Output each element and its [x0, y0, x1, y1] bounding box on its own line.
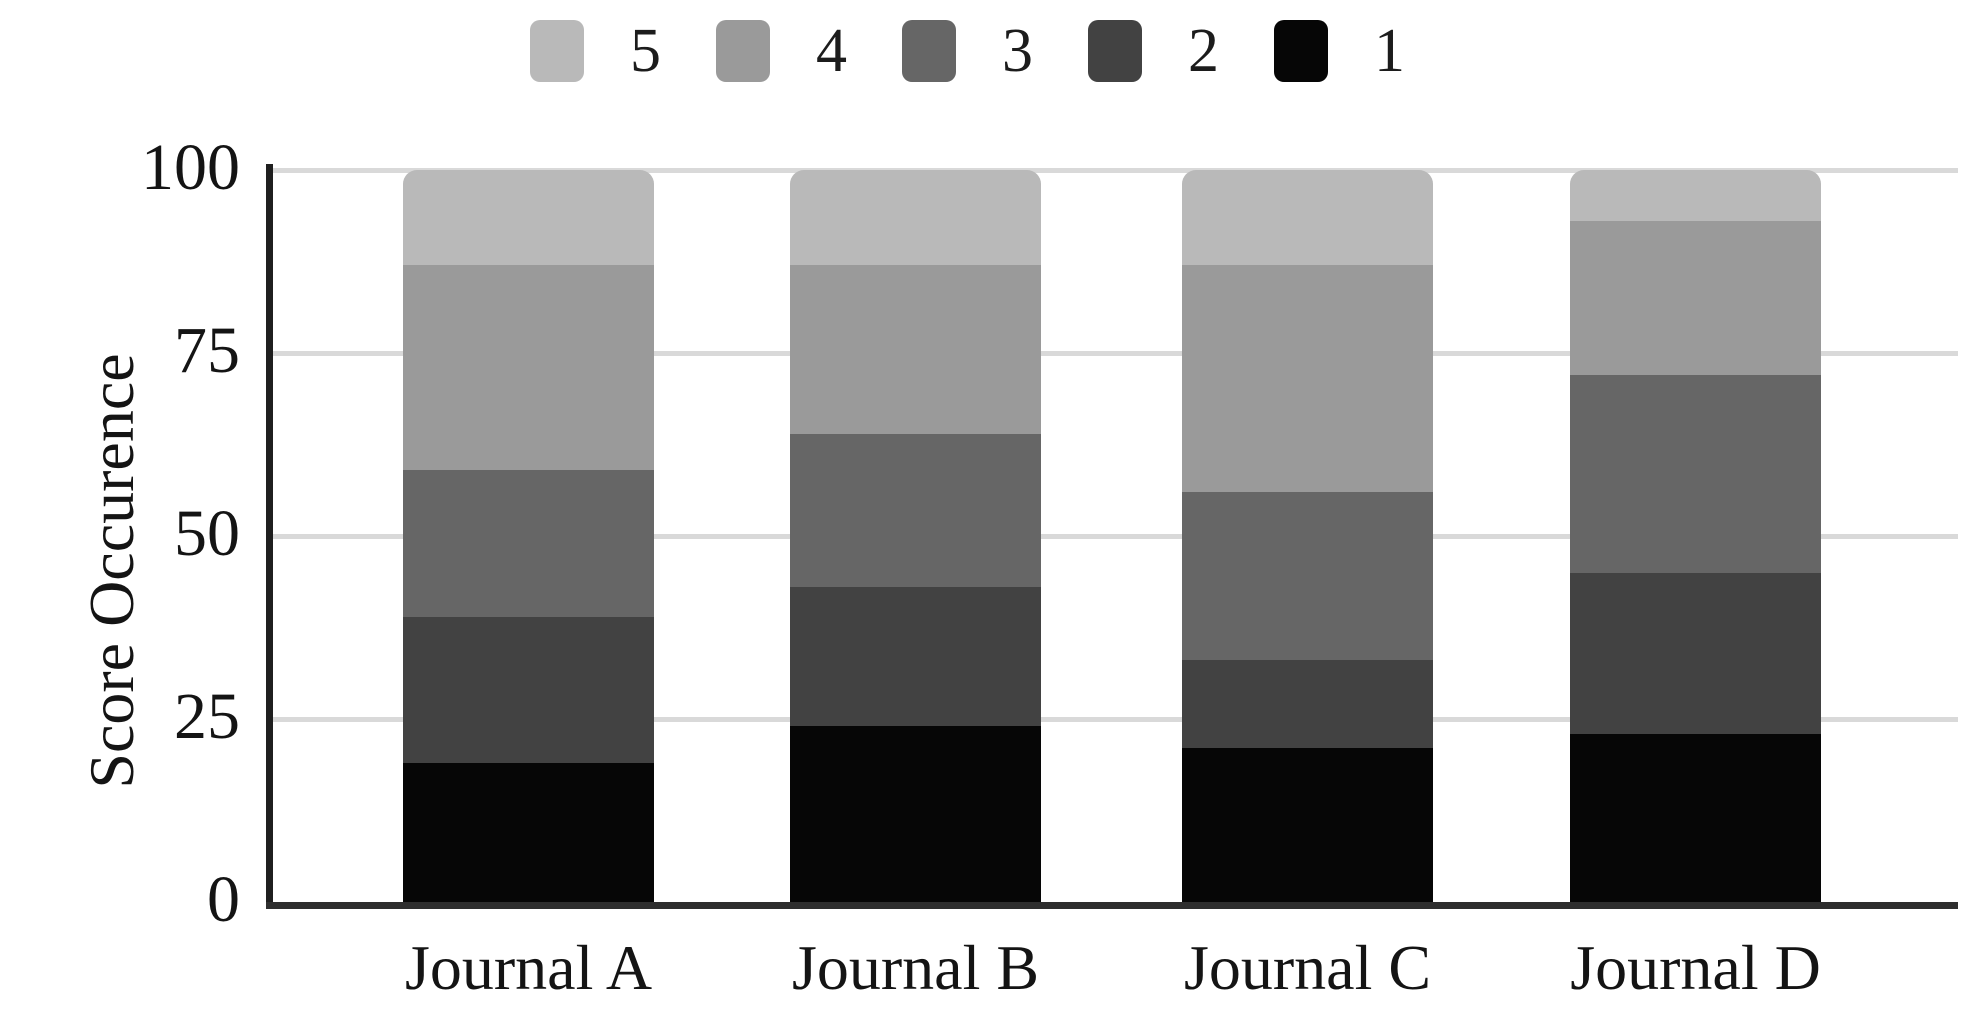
segment-score-5-journal-b: [790, 170, 1041, 266]
gridline-50: [272, 534, 1958, 539]
segment-score-3-journal-b: [790, 433, 1041, 588]
legend-swatch-3: [902, 20, 956, 82]
bar-journal-d: [1570, 170, 1821, 902]
segment-score-3-journal-d: [1570, 374, 1821, 573]
bar-journal-a: [403, 170, 654, 902]
legend-swatch-2: [1088, 20, 1142, 82]
legend-item-1: 1: [1274, 20, 1460, 82]
segment-score-1-journal-d: [1570, 733, 1821, 902]
segment-score-2-journal-d: [1570, 572, 1821, 734]
segment-score-4-journal-a: [403, 265, 654, 471]
segment-score-4-journal-c: [1182, 265, 1433, 493]
y-tick-label-25: 25: [174, 680, 240, 753]
y-tick-label-75: 75: [174, 314, 240, 387]
segment-score-4-journal-d: [1570, 221, 1821, 375]
segment-score-1-journal-c: [1182, 748, 1433, 902]
chart-legend: 5 4 3 2 1: [530, 20, 1460, 82]
legend-item-2: 2: [1088, 20, 1274, 82]
x-label-journal-a: Journal A: [404, 932, 653, 1003]
legend-label-1: 1: [1374, 17, 1405, 85]
segment-score-2-journal-a: [403, 616, 654, 763]
segment-score-2-journal-b: [790, 587, 1041, 727]
y-axis-title: Score Occurence: [76, 353, 147, 789]
segment-score-5-journal-a: [403, 170, 654, 266]
legend-swatch-4: [716, 20, 770, 82]
legend-label-4: 4: [816, 17, 847, 85]
x-label-journal-b: Journal B: [791, 932, 1040, 1003]
legend-swatch-1: [1274, 20, 1328, 82]
segment-score-4-journal-b: [790, 265, 1041, 434]
legend-item-4: 4: [716, 20, 902, 82]
legend-label-3: 3: [1002, 17, 1033, 85]
segment-score-3-journal-a: [403, 470, 654, 617]
legend-swatch-5: [530, 20, 584, 82]
legend-label-5: 5: [630, 17, 661, 85]
segment-score-1-journal-a: [403, 762, 654, 902]
segment-score-5-journal-d: [1570, 170, 1821, 222]
segment-score-5-journal-c: [1182, 170, 1433, 266]
gridline-75: [272, 351, 1958, 356]
y-axis-line: [266, 164, 273, 909]
segment-score-3-journal-c: [1182, 492, 1433, 661]
segment-score-2-journal-c: [1182, 660, 1433, 749]
bar-journal-c: [1182, 170, 1433, 902]
y-tick-label-100: 100: [141, 131, 240, 204]
x-label-journal-c: Journal C: [1183, 932, 1432, 1003]
legend-label-2: 2: [1188, 17, 1219, 85]
y-tick-label-50: 50: [174, 497, 240, 570]
gridline-100: [272, 168, 1958, 173]
gridline-25: [272, 717, 1958, 722]
bar-journal-b: [790, 170, 1041, 902]
y-tick-label-0: 0: [207, 863, 240, 936]
segment-score-1-journal-b: [790, 726, 1041, 902]
legend-item-3: 3: [902, 20, 1088, 82]
x-label-journal-d: Journal D: [1570, 932, 1821, 1003]
x-axis-line: [266, 902, 1958, 909]
legend-item-5: 5: [530, 20, 716, 82]
